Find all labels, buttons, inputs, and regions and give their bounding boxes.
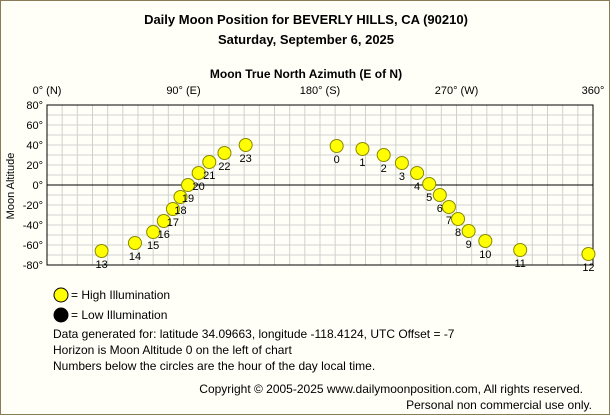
y-tick-label: 40° — [26, 140, 43, 152]
y-axis-title: Moon Altitude — [5, 153, 17, 220]
hour-label: 19 — [182, 193, 194, 205]
x-axis-title: Moon True North Azimuth (E of N) — [210, 67, 402, 81]
hour-label: 0 — [334, 154, 340, 166]
x-tick-label: 90° (E) — [166, 85, 200, 97]
note-location: Data generated for: latitude 34.09663, l… — [53, 327, 455, 341]
moon-point — [94, 244, 109, 258]
hour-label: 2 — [381, 163, 387, 175]
plot-border — [46, 104, 594, 266]
hour-label: 16 — [158, 229, 170, 241]
note-hours: Numbers below the circles are the hour o… — [53, 359, 375, 373]
hour-label: 8 — [455, 227, 461, 239]
note-horizon: Horizon is Moon Altitude 0 on the left o… — [53, 343, 292, 357]
hour-label: 5 — [426, 192, 432, 204]
license-text: Personal non commercial use only. — [406, 398, 592, 412]
y-tick-label: -80° — [23, 260, 43, 272]
moon-point — [146, 225, 161, 239]
y-tick-label: 60° — [26, 120, 43, 132]
y-tick-label: 80° — [26, 100, 43, 112]
hour-label: 12 — [582, 262, 594, 274]
moon-point — [376, 148, 391, 162]
legend-low-marker — [53, 307, 69, 323]
y-tick-label: -60° — [23, 240, 43, 252]
copyright-text: Copyright © 2005-2025 www.dailymoonposit… — [199, 382, 583, 396]
hour-label: 23 — [240, 153, 252, 165]
hour-label: 15 — [147, 240, 159, 252]
moon-point — [513, 243, 528, 257]
moon-point — [217, 146, 232, 160]
hour-label: 22 — [218, 161, 230, 173]
moon-point — [478, 234, 493, 248]
y-tick-label: -20° — [23, 200, 43, 212]
moon-point — [329, 139, 344, 153]
x-tick-label: 360° — [582, 85, 605, 97]
grid — [47, 105, 593, 265]
x-tick-labels: 0° (N) 90° (E) 180° (S) 270° (W) 360° — [33, 85, 605, 97]
moon-point — [127, 236, 142, 250]
moon-point — [165, 202, 180, 216]
x-tick-label: 0° (N) — [33, 85, 62, 97]
legend-low-label: = Low Illumination — [71, 308, 167, 322]
legend-high-marker — [53, 287, 69, 303]
moon-point — [451, 212, 466, 226]
hour-label: 6 — [437, 203, 443, 215]
moon-point — [181, 178, 196, 192]
y-tick-label: 0° — [32, 180, 43, 192]
hour-label: 21 — [203, 170, 215, 182]
hour-label: 10 — [479, 249, 491, 261]
hour-label: 7 — [446, 215, 452, 227]
hour-label: 4 — [414, 181, 420, 193]
hour-label: 3 — [399, 171, 405, 183]
hour-label: 20 — [193, 181, 205, 193]
x-tick-label: 270° (W) — [435, 85, 479, 97]
moon-point — [432, 188, 447, 202]
y-tick-label: 20° — [26, 160, 43, 172]
hour-label: 9 — [466, 239, 472, 251]
chart-subtitle: Saturday, September 6, 2025 — [218, 32, 394, 47]
moon-point — [581, 247, 596, 261]
hour-label: 11 — [514, 258, 525, 270]
moon-point — [173, 190, 188, 204]
moon-point — [441, 200, 456, 214]
moon-point — [422, 177, 437, 191]
hour-label: 17 — [167, 217, 179, 229]
hour-label: 18 — [174, 205, 186, 217]
moon-point — [238, 138, 253, 152]
moon-point — [156, 214, 171, 228]
moon-point — [394, 156, 409, 170]
x-tick-label: 180° (S) — [300, 85, 340, 97]
y-tick-label: -40° — [23, 220, 43, 232]
moon-point — [355, 142, 370, 156]
y-tick-labels: 80° 60° 40° 20° 0° -20° -40° -60° -80° — [23, 100, 43, 272]
hour-label: 1 — [359, 157, 365, 169]
moon-point — [202, 155, 217, 169]
hour-label: 13 — [95, 259, 107, 271]
moon-point — [461, 224, 476, 238]
moon-point — [410, 166, 425, 180]
legend-high-label: = High Illumination — [71, 288, 170, 302]
hour-label: 14 — [129, 251, 141, 263]
moon-point — [191, 166, 206, 180]
chart-title: Daily Moon Position for BEVERLY HILLS, C… — [144, 12, 468, 27]
